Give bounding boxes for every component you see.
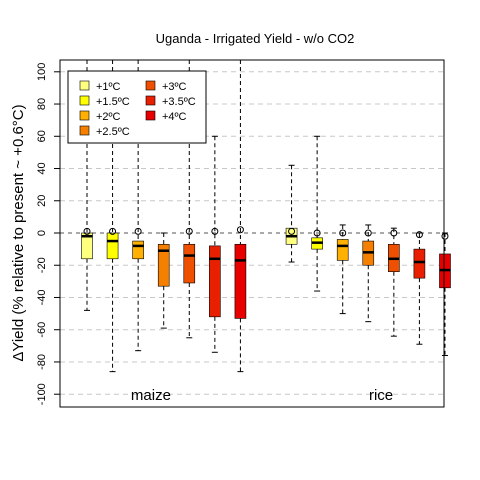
legend: +1ºC +1.5ºC +2ºC +2.5ºC +3ºC +3.5ºC +4ºC (67, 70, 207, 144)
mean-marker (236, 226, 244, 234)
legend-label: +3.5ºC (162, 96, 196, 108)
legend-swatch (145, 80, 156, 91)
box-rice-1 (311, 135, 323, 292)
y-tick-label: -20 (36, 257, 48, 273)
box-body (234, 243, 247, 319)
grid-lines (60, 71, 444, 395)
box-body (157, 243, 170, 287)
box-rice-6 (439, 232, 451, 357)
legend-label: +2ºC (96, 111, 121, 123)
mean-marker (390, 229, 398, 237)
box-body (81, 232, 93, 260)
legend-swatch (79, 95, 90, 106)
legend-label: +2.5ºC (96, 126, 130, 138)
box-body (209, 245, 221, 318)
mean-marker (185, 227, 193, 235)
y-tick-label: 20 (36, 195, 48, 207)
box-rice-2 (336, 224, 349, 315)
box-maize-5 (209, 135, 221, 353)
group-label-maize: maize (131, 387, 171, 404)
box-body (183, 243, 196, 284)
mean-marker (313, 229, 321, 237)
y-tick-label: 80 (36, 98, 48, 110)
y-tick-label: 0 (36, 230, 48, 236)
box-rice-3 (362, 224, 375, 323)
mean-marker (134, 227, 142, 235)
legend-label: +4ºC (162, 111, 187, 123)
mean-marker (339, 229, 347, 237)
y-tick-label: -80 (36, 354, 48, 370)
legend-label: +1.5ºC (96, 96, 130, 108)
mean-marker (109, 227, 117, 235)
group-labels: maize rice (131, 387, 393, 404)
legend-swatch (79, 110, 90, 121)
y-tick-label: 40 (36, 162, 48, 174)
legend-swatch (145, 110, 156, 121)
chart-title: Uganda - Irrigated Yield - w/o CO2 (156, 31, 355, 46)
box-body (106, 232, 119, 260)
legend-label: +1ºC (96, 81, 121, 93)
legend-swatch (79, 80, 90, 91)
y-tick-label: -60 (36, 322, 48, 338)
legend-label: +3ºC (162, 81, 187, 93)
mean-marker (364, 229, 372, 237)
mean-marker (441, 232, 449, 240)
box-maize-6 (234, 60, 247, 373)
box-body (413, 248, 426, 279)
mean-marker (83, 227, 91, 235)
mean-marker (288, 227, 296, 235)
legend-swatch (79, 125, 90, 136)
y-tick-label: 60 (36, 130, 48, 142)
box-rice-0 (285, 164, 298, 263)
legend-swatch (145, 95, 156, 106)
y-tick-label: -40 (36, 290, 48, 306)
y-tick-label: 100 (36, 63, 48, 81)
box-body (336, 239, 349, 261)
group-label-rice: rice (369, 387, 393, 404)
y-axis-label: ΔYield (% relative to present ~ +0.6°C) (10, 104, 27, 361)
box-rice-4 (388, 227, 400, 337)
mean-marker (211, 227, 219, 235)
box-body (132, 240, 144, 260)
mean-marker (415, 231, 423, 239)
plot-frame (59, 59, 445, 408)
box-maize-3 (157, 232, 170, 329)
legend-box (67, 70, 207, 144)
y-axis: -100 -80 -60 -40 -20 0 20 40 60 80 100 (36, 63, 60, 405)
box-rice-5 (413, 231, 426, 345)
y-tick-label: -100 (36, 383, 48, 405)
